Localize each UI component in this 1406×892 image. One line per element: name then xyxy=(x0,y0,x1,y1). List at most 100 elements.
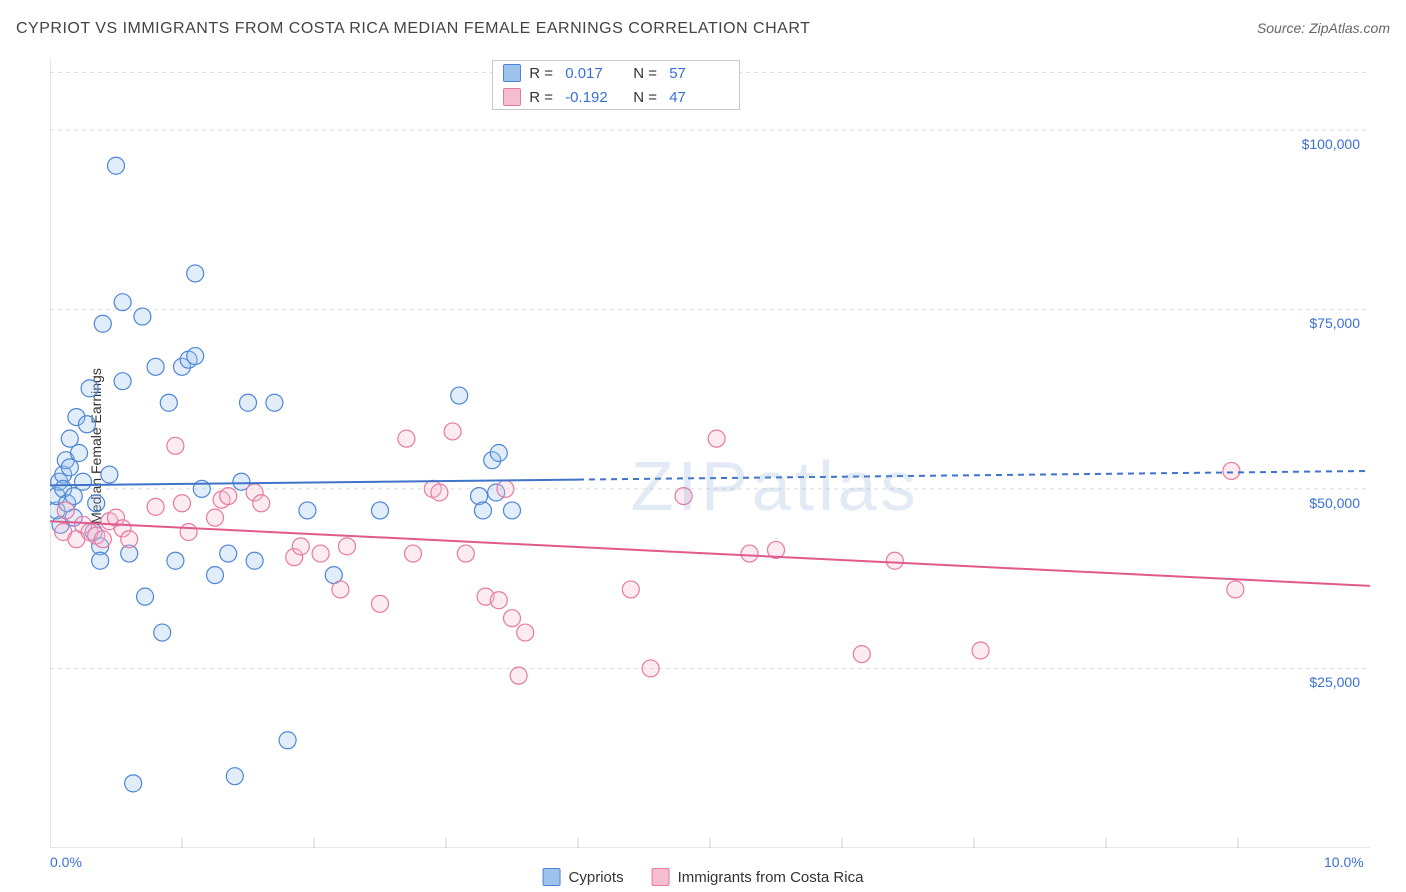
legend-swatch xyxy=(543,868,561,886)
data-point xyxy=(292,538,309,555)
y-axis-tick: $25,000 xyxy=(1309,674,1360,690)
data-point xyxy=(405,545,422,562)
data-point xyxy=(675,488,692,505)
data-point xyxy=(220,545,237,562)
data-point xyxy=(457,545,474,562)
data-point xyxy=(121,531,138,548)
data-point xyxy=(398,430,415,447)
n-label: N = xyxy=(633,65,661,82)
data-point xyxy=(94,531,111,548)
y-axis-tick: $50,000 xyxy=(1309,495,1360,511)
data-point xyxy=(94,315,111,332)
data-point xyxy=(339,538,356,555)
n-value: 57 xyxy=(669,65,729,82)
data-point xyxy=(490,445,507,462)
data-point xyxy=(108,157,125,174)
data-point xyxy=(431,484,448,501)
data-point xyxy=(708,430,725,447)
data-point xyxy=(78,416,95,433)
data-point xyxy=(451,387,468,404)
data-point xyxy=(253,495,270,512)
data-point xyxy=(517,624,534,641)
data-point xyxy=(972,642,989,659)
legend-item: Immigrants from Costa Rica xyxy=(652,868,864,886)
data-point xyxy=(240,394,257,411)
data-point xyxy=(220,488,237,505)
x-axis-tick-min: 0.0% xyxy=(50,854,82,870)
data-point xyxy=(180,524,197,541)
r-value: 0.017 xyxy=(565,65,625,82)
data-point xyxy=(504,502,521,519)
data-point xyxy=(444,423,461,440)
legend-swatch xyxy=(652,868,670,886)
data-point xyxy=(1223,462,1240,479)
legend-item: Cypriots xyxy=(543,868,624,886)
data-point xyxy=(372,502,389,519)
data-point xyxy=(266,394,283,411)
chart-title: CYPRIOT VS IMMIGRANTS FROM COSTA RICA ME… xyxy=(16,20,810,38)
data-point xyxy=(160,394,177,411)
data-point xyxy=(147,498,164,515)
data-point xyxy=(741,545,758,562)
y-axis-tick: $100,000 xyxy=(1302,136,1360,152)
data-point xyxy=(279,732,296,749)
data-point xyxy=(510,667,527,684)
data-point xyxy=(147,358,164,375)
data-point xyxy=(167,437,184,454)
trend-line-extrapolated xyxy=(578,471,1370,480)
data-point xyxy=(332,581,349,598)
legend-label: Cypriots xyxy=(569,869,624,886)
data-point xyxy=(886,552,903,569)
page-root: CYPRIOT VS IMMIGRANTS FROM COSTA RICA ME… xyxy=(0,0,1406,892)
data-point xyxy=(154,624,171,641)
stats-row: R = 0.017 N = 57 xyxy=(493,61,739,85)
y-axis-tick: $75,000 xyxy=(1309,315,1360,331)
data-point xyxy=(137,588,154,605)
r-label: R = xyxy=(529,65,557,82)
source-attribution: Source: ZipAtlas.com xyxy=(1257,20,1390,36)
data-point xyxy=(71,445,88,462)
data-point xyxy=(88,495,105,512)
n-label: N = xyxy=(633,89,661,106)
data-point xyxy=(101,466,118,483)
data-point xyxy=(246,552,263,569)
data-point xyxy=(504,610,521,627)
data-point xyxy=(81,380,98,397)
data-point xyxy=(125,775,142,792)
data-point xyxy=(299,502,316,519)
n-value: 47 xyxy=(669,89,729,106)
data-point xyxy=(114,294,131,311)
data-point xyxy=(174,495,191,512)
data-point xyxy=(622,581,639,598)
data-point xyxy=(642,660,659,677)
data-point xyxy=(207,567,224,584)
data-point xyxy=(226,768,243,785)
data-point xyxy=(490,592,507,609)
legend-swatch xyxy=(503,88,521,106)
data-point xyxy=(167,552,184,569)
data-point xyxy=(92,552,109,569)
correlation-scatter-chart xyxy=(50,58,1370,848)
correlation-stats-legend: R = 0.017 N = 57 R = -0.192 N = 47 xyxy=(492,60,740,110)
data-point xyxy=(207,509,224,526)
data-point xyxy=(114,373,131,390)
data-point xyxy=(474,502,491,519)
legend-swatch xyxy=(503,64,521,82)
trend-line xyxy=(50,521,1370,586)
data-point xyxy=(75,473,92,490)
data-point xyxy=(372,595,389,612)
data-point xyxy=(134,308,151,325)
x-axis-tick-max: 10.0% xyxy=(1324,854,1364,870)
data-point xyxy=(187,265,204,282)
data-point xyxy=(187,348,204,365)
data-point xyxy=(853,646,870,663)
data-point xyxy=(57,502,74,519)
r-value: -0.192 xyxy=(565,89,625,106)
series-legend: Cypriots Immigrants from Costa Rica xyxy=(543,868,864,886)
data-point xyxy=(497,480,514,497)
legend-label: Immigrants from Costa Rica xyxy=(678,869,864,886)
data-point xyxy=(312,545,329,562)
data-point xyxy=(1227,581,1244,598)
stats-row: R = -0.192 N = 47 xyxy=(493,85,739,109)
r-label: R = xyxy=(529,89,557,106)
